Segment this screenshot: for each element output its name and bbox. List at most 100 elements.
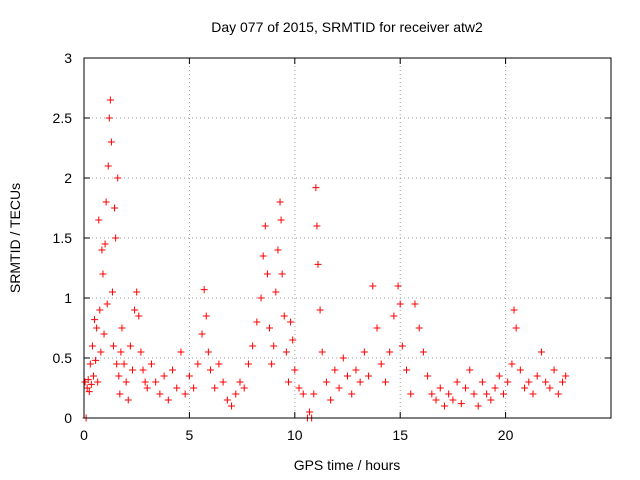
data-point: [369, 282, 377, 290]
data-point: [91, 316, 99, 324]
data-point: [240, 384, 248, 392]
data-point: [120, 360, 128, 368]
data-point: [85, 388, 93, 396]
data-point: [114, 174, 122, 182]
data-point: [529, 390, 537, 398]
data-point: [462, 384, 470, 392]
data-point: [266, 324, 274, 332]
data-point: [219, 378, 227, 386]
data-point: [478, 378, 486, 386]
data-point: [83, 384, 91, 392]
x-tick-label: 10: [287, 427, 303, 443]
data-point: [257, 294, 265, 302]
plot-frame: [83, 57, 612, 419]
data-point: [453, 378, 461, 386]
data-point: [398, 342, 406, 350]
data-point: [322, 378, 330, 386]
data-point: [164, 396, 172, 404]
data-point: [147, 360, 155, 368]
data-point: [87, 380, 95, 388]
data-point: [352, 366, 360, 374]
data-point: [554, 390, 562, 398]
data-point: [495, 372, 503, 380]
data-point: [111, 204, 119, 212]
data-point: [457, 400, 465, 408]
data-point: [428, 390, 436, 398]
data-point: [143, 384, 151, 392]
data-point: [284, 378, 292, 386]
tick-labels: 0 0.5 1 1.5 2 2.5 3 0 5 10 15 20: [53, 50, 514, 443]
data-point: [160, 372, 168, 380]
data-point: [313, 222, 321, 230]
data-point: [96, 306, 104, 314]
data-point: [411, 300, 419, 308]
data-point: [521, 384, 529, 392]
data-point: [276, 198, 284, 206]
chart-title: Day 077 of 2015, SRMTID for receiver atw…: [211, 19, 483, 35]
data-point: [537, 348, 545, 356]
data-point: [559, 378, 567, 386]
data-point: [101, 240, 109, 248]
data-point: [107, 138, 115, 146]
data-point: [277, 216, 285, 224]
data-point: [89, 372, 97, 380]
data-point: [562, 372, 570, 380]
x-tick-label: 5: [186, 427, 194, 443]
data-point: [211, 384, 219, 392]
data-point: [474, 402, 482, 410]
data-point: [470, 390, 478, 398]
data-point: [100, 330, 108, 338]
data-point: [407, 390, 415, 398]
data-point: [115, 372, 123, 380]
data-point: [287, 318, 295, 326]
data-point: [386, 348, 394, 356]
data-point: [228, 402, 236, 410]
data-point: [88, 342, 96, 350]
data-point: [403, 366, 411, 374]
data-point: [449, 396, 457, 404]
data-point: [263, 270, 271, 278]
data-point: [344, 372, 351, 380]
data-point: [133, 288, 141, 296]
data-point: [327, 396, 335, 404]
data-point: [381, 378, 389, 386]
data-point: [116, 390, 124, 398]
y-tick-label: 0: [64, 410, 72, 426]
data-point: [316, 306, 324, 314]
data-point: [512, 324, 520, 332]
data-point: [546, 384, 554, 392]
data-point: [373, 324, 381, 332]
data-point: [339, 354, 347, 362]
data-point: [390, 312, 398, 320]
data-point: [318, 348, 326, 356]
data-point: [360, 348, 368, 356]
data-point: [112, 234, 120, 242]
data-point: [102, 198, 110, 206]
data-point: [516, 366, 524, 374]
data-point: [365, 372, 373, 380]
data-point: [487, 396, 495, 404]
data-point: [282, 348, 290, 356]
data-point: [436, 384, 444, 392]
data-point: [94, 378, 102, 386]
data-point: [181, 390, 189, 398]
data-point: [124, 396, 132, 404]
data-point: [415, 324, 423, 332]
axis-ticks: [83, 57, 611, 419]
data-point: [249, 342, 257, 350]
data-point: [348, 390, 356, 398]
data-point: [499, 390, 507, 398]
data-point: [110, 342, 118, 350]
data-point: [137, 348, 145, 356]
data-point: [200, 286, 208, 294]
data-point: [169, 366, 177, 374]
data-point: [483, 390, 491, 398]
y-tick-label: 1: [64, 290, 72, 306]
data-point: [253, 318, 261, 326]
data-point: [139, 366, 147, 374]
data-point: [331, 366, 339, 374]
data-point: [550, 366, 558, 374]
data-point: [92, 356, 100, 364]
data-points: [81, 96, 570, 422]
